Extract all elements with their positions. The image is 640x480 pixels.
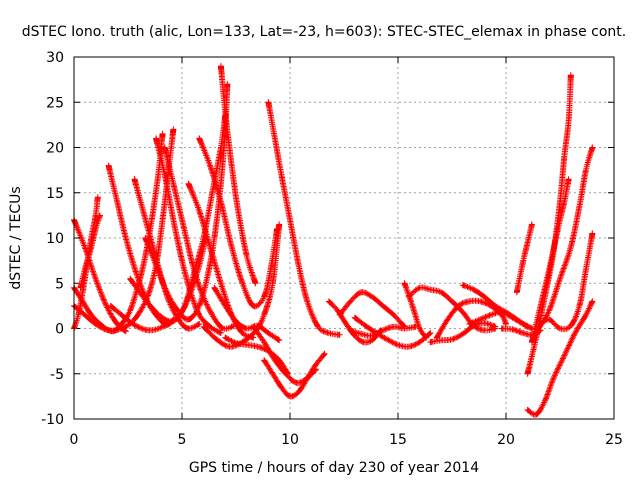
series-markers	[161, 144, 237, 332]
series-markers	[153, 135, 224, 336]
series-markers	[250, 323, 319, 386]
x-tick-label: 25	[605, 432, 623, 448]
series-markers	[351, 314, 434, 350]
series-markers	[535, 144, 596, 332]
series-markers	[466, 309, 535, 332]
x-tick-label: 20	[497, 432, 515, 448]
series-arc35	[524, 298, 596, 418]
series-arc21	[250, 323, 319, 386]
series-arc37	[513, 221, 535, 296]
series-markers	[336, 289, 408, 330]
x-axis-label: GPS time / hours of day 230 of year 2014	[189, 460, 479, 476]
series-arc2	[71, 130, 166, 335]
series-arc15	[200, 221, 283, 350]
y-axis-label: dSTEC / TECUs	[8, 186, 24, 289]
series-arc36	[535, 144, 596, 332]
series-markers	[528, 176, 572, 346]
series-markers	[71, 130, 166, 335]
series-markers	[537, 230, 596, 333]
series-markers	[513, 221, 535, 296]
y-tick-label: 30	[46, 50, 64, 66]
axis-ticks: 0 5 10 15 20 25 -10 -5 0 5 10 15 20 25 30	[41, 50, 623, 448]
series-markers	[217, 63, 259, 287]
series-markers	[524, 298, 596, 418]
series-arc4	[77, 212, 103, 291]
series-arc14	[196, 135, 280, 310]
series-arc29	[433, 297, 509, 341]
y-tick-label: 25	[46, 95, 64, 111]
plot-frame	[73, 56, 615, 420]
y-tick-label: 15	[46, 186, 64, 202]
series-markers	[77, 212, 103, 291]
grid-lines	[74, 57, 614, 419]
series-arc28	[427, 320, 499, 346]
series-arc19	[265, 99, 343, 338]
series-arc9	[153, 135, 224, 336]
series-arc25	[351, 314, 434, 350]
series-markers	[196, 135, 280, 310]
series-arc22	[325, 298, 384, 346]
x-tick-label: 10	[281, 432, 299, 448]
series-arc17	[217, 63, 259, 287]
y-tick-label: 5	[55, 276, 64, 292]
y-tick-label: -10	[41, 412, 64, 428]
series-arc23	[336, 289, 408, 330]
series-markers	[427, 320, 499, 346]
y-tick-label: -5	[50, 367, 64, 383]
chart-title: dSTEC Iono. truth (alic, Lon=133, Lat=-2…	[22, 24, 626, 40]
y-tick-label: 0	[55, 322, 64, 338]
series-markers	[433, 297, 509, 341]
series-markers	[265, 99, 343, 338]
y-tick-label: 20	[46, 141, 64, 157]
series-arc34	[528, 176, 572, 346]
series-arc31	[466, 309, 535, 332]
x-tick-label: 15	[389, 432, 407, 448]
x-tick-label: 0	[70, 432, 79, 448]
series-arc38	[537, 230, 596, 333]
x-tick-label: 5	[178, 432, 187, 448]
y-tick-label: 10	[46, 231, 64, 247]
data-marks	[71, 63, 596, 418]
series-markers	[200, 221, 283, 350]
series-arc11	[161, 144, 237, 332]
series-markers	[325, 298, 384, 346]
